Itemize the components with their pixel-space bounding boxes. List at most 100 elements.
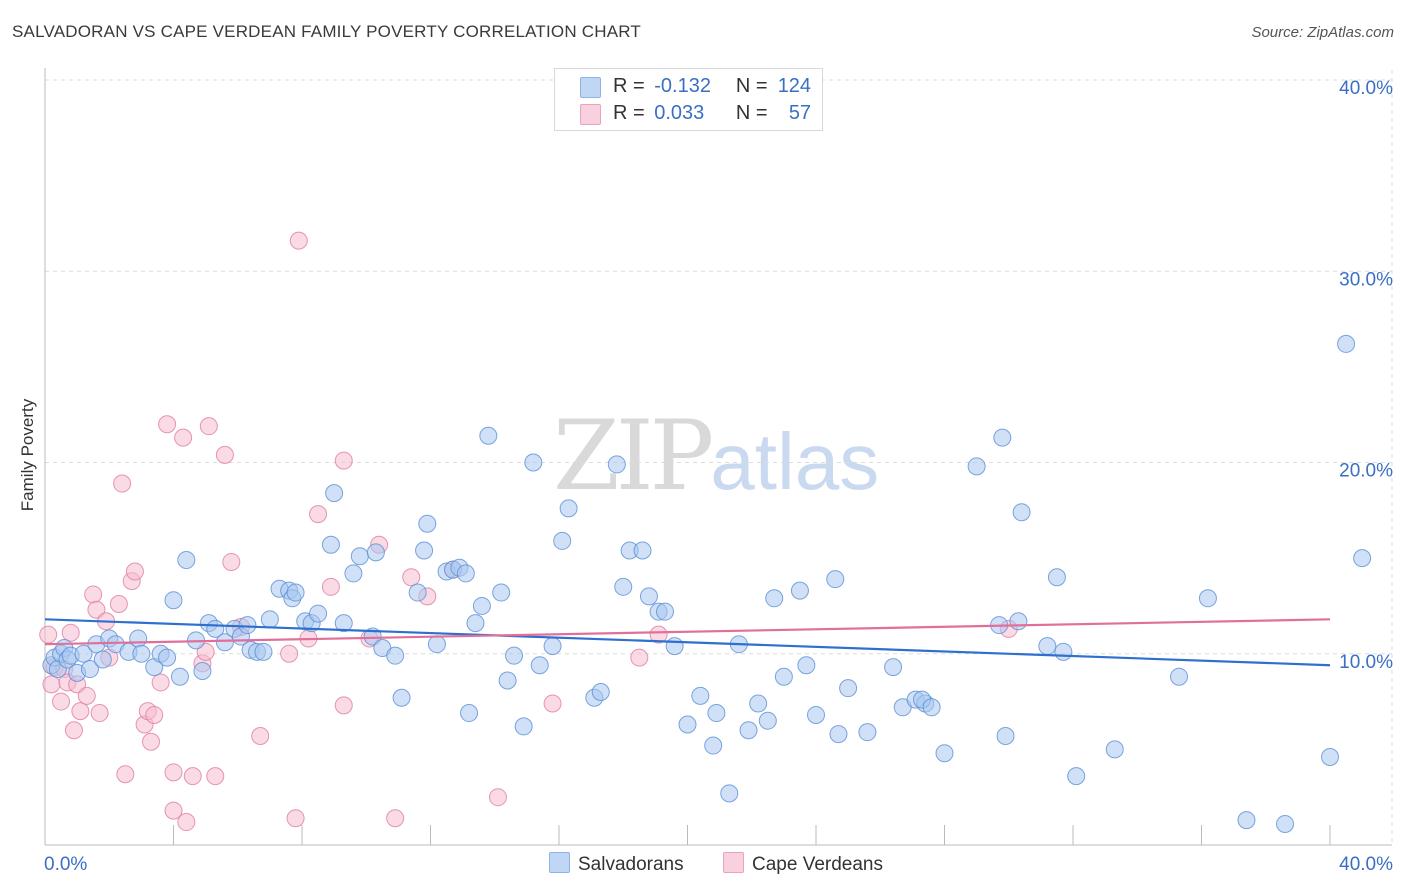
cape-verdean-point <box>280 644 299 663</box>
y-tick-label: 40.0% <box>1339 78 1393 99</box>
legend-n-value-cape-verdeans: 57 <box>788 102 812 124</box>
cape-verdean-point <box>402 568 421 587</box>
salvadoran-point <box>691 686 710 705</box>
salvadoran-point <box>366 543 385 562</box>
cape-verdean-point <box>52 692 71 711</box>
salvadoran-point <box>132 644 151 663</box>
salvadoran-point <box>466 614 485 633</box>
legend-swatch-salvadorans <box>580 77 601 98</box>
salvadoran-point <box>591 683 610 701</box>
cape-verdean-point <box>309 505 328 524</box>
salvadoran-point <box>1353 549 1372 568</box>
salvadoran-point <box>164 591 183 610</box>
salvadoran-point <box>1047 568 1066 587</box>
salvadoran-point <box>530 656 549 675</box>
legend-swatch-cape-verdeans <box>580 104 601 125</box>
salvadoran-point <box>93 650 112 669</box>
salvadoran-trend-line <box>44 618 1331 667</box>
salvadoran-point <box>309 604 328 623</box>
salvadoran-point <box>129 629 148 648</box>
salvadoran-point <box>839 679 858 698</box>
salvadoran-point <box>553 531 572 550</box>
salvadoran-point <box>720 784 739 803</box>
salvadoran-point <box>559 499 578 518</box>
salvadoran-point <box>408 583 427 602</box>
salvadoran-point <box>498 671 517 690</box>
legend-r-value-salvadorans: -0.132 <box>654 75 711 97</box>
bottom-legend-label-cape-verdeans: Cape Verdeans <box>752 854 883 875</box>
cape-verdean-point <box>334 696 353 715</box>
salvadoran-point <box>386 646 405 665</box>
salvadoran-point <box>215 633 234 652</box>
salvadoran-point <box>704 736 723 755</box>
salvadoran-point <box>479 426 498 445</box>
salvadoran-point <box>1054 642 1073 661</box>
salvadoran-point <box>858 723 877 742</box>
cape-verdean-point <box>158 415 177 434</box>
cape-verdean-point <box>116 765 135 784</box>
salvadoran-point <box>922 698 941 717</box>
salvadoran-point <box>678 715 697 734</box>
cape-verdean-point <box>251 726 270 745</box>
cape-verdean-point <box>151 673 170 692</box>
bottom-legend-cape-verdeans: Cape Verdeans <box>723 852 883 876</box>
cape-verdean-point <box>145 705 164 724</box>
y-tick-label: 10.0% <box>1339 652 1393 673</box>
salvadoran-point <box>74 644 93 663</box>
salvadoran-point <box>884 658 903 677</box>
bottom-legend-salvadorans: Salvadorans <box>549 852 684 876</box>
x-tick-label-min: 0.0% <box>44 854 87 875</box>
salvadoran-point <box>177 551 196 570</box>
cape-verdean-point <box>321 577 340 596</box>
chart-title: SALVADORAN VS CAPE VERDEAN FAMILY POVERT… <box>12 22 641 41</box>
salvadoran-point <box>1276 814 1295 833</box>
salvadoran-point <box>665 637 684 656</box>
cape-verdean-point <box>77 686 96 705</box>
legend-r-value-cape-verdeans: 0.033 <box>654 102 705 124</box>
cape-verdean-point <box>199 417 218 436</box>
salvadoran-point <box>967 457 986 476</box>
legend-r-label: R = <box>613 102 645 124</box>
bottom-swatch-salvadorans <box>549 852 570 873</box>
salvadoran-point <box>260 610 279 629</box>
salvadoran-point <box>254 642 273 661</box>
salvadoran-point <box>505 646 524 665</box>
salvadoran-point <box>996 726 1015 745</box>
salvadoran-point <box>492 583 511 602</box>
cape-verdean-point <box>109 595 128 614</box>
x-tick-label-max: 40.0% <box>1339 854 1393 875</box>
cape-verdean-point <box>649 625 668 644</box>
salvadoran-point <box>1321 748 1339 767</box>
cape-verdean-point <box>61 623 80 642</box>
trend-lines <box>44 618 1331 667</box>
cape-verdean-point <box>87 600 106 619</box>
salvadoran-point <box>1009 612 1028 631</box>
salvadoran-point <box>935 744 954 763</box>
salvadoran-point <box>350 547 369 566</box>
cape-verdean-point <box>196 642 215 661</box>
cape-verdean-point <box>64 721 83 740</box>
salvadoran-point <box>415 541 434 560</box>
cape-verdean-point <box>334 451 353 470</box>
salvadoran-point <box>321 535 340 554</box>
salvadoran-point <box>427 635 446 654</box>
cape-verdean-point <box>164 763 183 782</box>
legend-n-label: N = <box>735 75 768 97</box>
salvadoran-point <box>334 614 353 633</box>
cape-verdean-point <box>222 552 241 571</box>
salvadoran-point <box>1237 811 1256 830</box>
salvadoran-point <box>514 717 533 736</box>
salvadoran-point <box>1105 740 1124 759</box>
legend-n-label: N = <box>735 102 768 124</box>
salvadoran-point <box>614 577 633 596</box>
cape-verdean-point <box>543 694 562 713</box>
salvadoran-point <box>739 721 758 740</box>
cape-verdean-point <box>84 585 103 604</box>
source-label: Source: ZipAtlas.com <box>1251 24 1394 41</box>
bottom-swatch-cape-verdeans <box>723 852 744 873</box>
salvadoran-point <box>418 514 437 533</box>
salvadoran-point <box>193 661 212 680</box>
salvadoran-point <box>238 616 257 635</box>
salvadoran-point <box>543 637 562 656</box>
cape-verdean-point <box>183 767 202 786</box>
